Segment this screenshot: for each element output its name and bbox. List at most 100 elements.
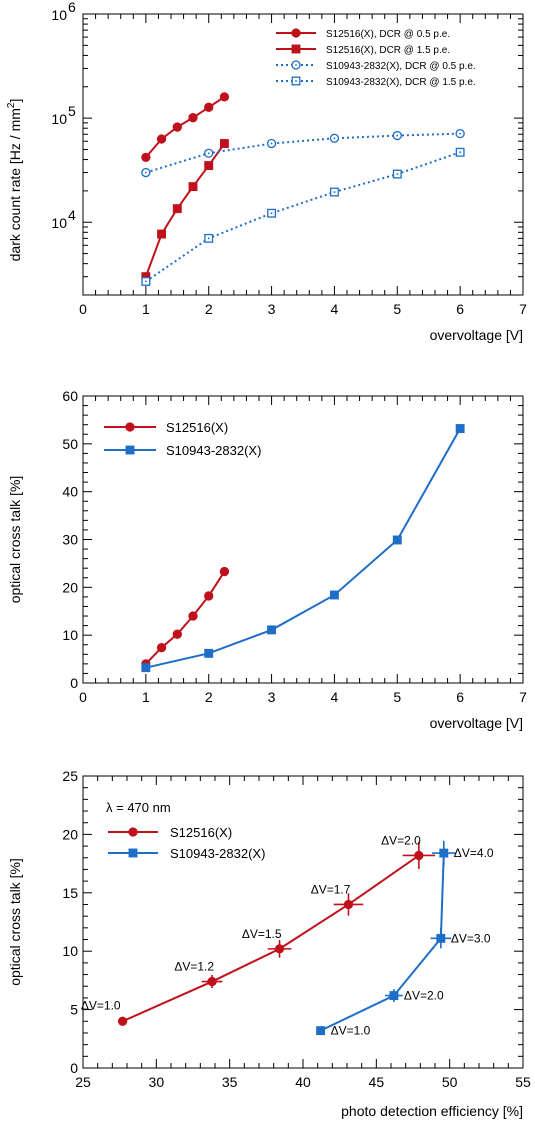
ct-plot-xtick-label: 7 [519,689,527,705]
dcr-series-1 [141,139,229,282]
dcr-legend-marker [291,28,301,38]
dcr-plot-ytick-label: 10 [51,215,67,231]
pde-data-point [343,899,354,910]
ct-plot-ytick-label: 60 [62,388,78,404]
ct-plot-ytick-label: 20 [62,579,78,595]
ct-plot-xtick-label: 1 [142,689,150,705]
ct-data-point [204,648,214,658]
dcr-plot-xtick-label: 6 [456,301,464,317]
dcr-data-point [188,182,198,192]
dcr-data-point [157,229,167,239]
pde-plot-xtick-label: 55 [515,1074,531,1090]
ct-plot-ytick-label: 10 [62,627,78,643]
pde-point-label: ΔV=4.0 [454,846,494,860]
dcr-data-point-dot [270,142,273,145]
pde-data-point [316,1026,326,1036]
dcr-plot-xlabel: overvoltage [V] [430,327,523,343]
pde-legend-title: λ = 470 nm [106,800,171,815]
pde-plot-ylabel: optical cross talk [%] [7,858,23,986]
pde-legend-marker [128,848,138,858]
pde-data-point [274,944,285,954]
pde-plot-ytick-label: 15 [62,885,78,901]
dcr-plot-ytick-exp: 4 [68,207,76,223]
ct-data-point [156,642,167,653]
dcr-series-line [145,151,461,283]
pde-plot-xtick-label: 40 [295,1074,311,1090]
pde-plot-xtick-label: 25 [75,1074,91,1090]
ct-plot-frame [82,395,524,684]
dcr-plot-ytick-exp: 5 [68,103,76,119]
dcr-legend-marker-dot [295,64,297,66]
dcr-series-0 [141,92,230,162]
pde-plot-xtick-label: 50 [442,1074,458,1090]
pde-plot-xtick-label: 35 [222,1074,238,1090]
dcr-legend-marker-dot [295,80,297,82]
dcr-data-point [156,134,167,144]
pde-plot-ytick-label: 5 [70,1002,78,1018]
pde-data-point [436,933,446,943]
ct-data-point [267,625,277,635]
dcr-data-point [172,122,182,132]
pde-plot-xtick-label: 30 [149,1074,165,1090]
ct-plot-ytick-label: 30 [62,532,78,548]
dcr-legend-marker [291,44,301,54]
dcr-data-point [188,113,198,123]
dcr-plot-ytick-label: 10 [51,7,67,23]
dcr-plot-frame [82,13,524,296]
dcr-legend-label: S12516(X), DCR @ 1.5 p.e. [326,45,450,56]
dcr-data-point-dot [144,171,147,174]
dcr-data-point [204,161,214,171]
ct-plot-ytick-label: 50 [62,436,78,452]
dcr-plot-xtick-label: 7 [519,301,527,317]
dcr-plot-xtick-label: 0 [79,301,87,317]
pde-plot-ytick-label: 20 [62,826,78,842]
dcr-data-point-dot [270,212,273,215]
dcr-legend-label: S10943-2832(X), DCR @ 1.5 p.e. [326,77,476,88]
pde-plot-xtick-label: 45 [369,1074,385,1090]
dcr-legend-label: S10943-2832(X), DCR @ 0.5 p.e. [326,61,476,72]
pde-point-label: ΔV=1.0 [331,1024,371,1038]
ct-plot-xtick-label: 6 [456,689,464,705]
dcr-series-2 [141,128,465,178]
dcr-plot-xtick-label: 4 [331,301,339,317]
ct-data-point [455,424,465,433]
pde-point-label: ΔV=3.0 [451,931,491,945]
dcr-data-point-dot [396,134,399,137]
ct-legend-label: S10943-2832(X) [166,443,261,458]
ct-data-point [392,535,402,545]
dcr-data-point-dot [207,237,210,240]
ct-data-point [188,611,198,621]
dcr-data-point [141,152,151,162]
ct-legend-marker [125,422,135,432]
pde-data-point [439,848,449,858]
dcr-series-line [145,132,461,174]
pde-plot-xlabel: photo detection efficiency [%] [341,1103,523,1119]
pde-point-label: ΔV=1.2 [174,960,214,974]
pde-data-point [389,991,399,1001]
ct-plot-xtick-label: 4 [331,689,339,705]
ct-data-point [141,663,151,673]
pde-plot-ytick-label: 10 [62,943,78,959]
ct-series-line [145,428,462,669]
ct-plot-ytick-label: 0 [70,675,78,691]
dcr-data-point-dot [145,280,147,283]
dcr-data-point-dot [333,191,336,193]
ct-legend-label: S12516(X) [166,420,228,435]
pde-series-0: ΔV=1.0 ΔV=1.2 ΔV=1.5 ΔV=1.7 ΔV=2.0 [81,833,436,1026]
ct-data-point [172,629,182,639]
pde-series-line [320,853,445,1032]
ct-plot-xtick-label: 0 [79,689,87,705]
dcr-data-point-dot [459,132,462,135]
dcr-plot-ytick-label: 10 [51,111,67,127]
pde-data-point [117,1016,128,1026]
dcr-data-point-dot [396,173,399,175]
pde-plot-frame [82,775,524,1069]
ct-data-point [204,591,214,601]
dcr-data-point [204,102,214,112]
pde-point-label: ΔV=1.5 [242,927,282,941]
pde-legend-label: S12516(X) [170,825,232,840]
dcr-legend-label: S12516(X), DCR @ 0.5 p.e. [326,29,450,40]
dcr-plot-xtick-label: 2 [205,301,213,317]
dcr-data-point-dot [459,151,461,154]
